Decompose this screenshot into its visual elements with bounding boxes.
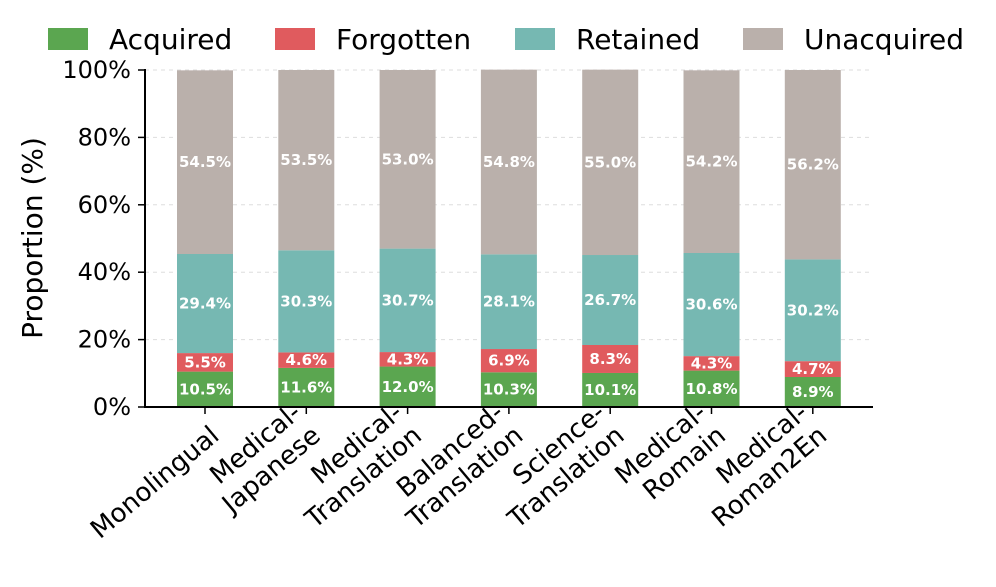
bar-forgotten — [177, 353, 233, 372]
bar-retained — [683, 252, 740, 357]
legend-swatch-unacquired — [743, 28, 783, 50]
bar-acquired — [683, 370, 740, 407]
bar-acquired — [582, 372, 639, 407]
bar-unacquired — [683, 70, 740, 253]
bar-unacquired — [582, 69, 639, 256]
legend-label-forgotten: Forgotten — [336, 23, 471, 56]
data-label: 29.4% — [179, 295, 231, 313]
legend: Acquired Forgotten Retained Unacquired — [48, 23, 964, 56]
bar-forgotten — [278, 352, 335, 368]
y-tick-label: 60% — [78, 191, 131, 219]
data-label: 53.5% — [280, 151, 332, 169]
bar-retained — [582, 255, 639, 345]
bar-forgotten — [582, 344, 639, 373]
data-label: 4.6% — [285, 351, 327, 369]
y-tick-label: 80% — [78, 123, 131, 151]
data-label: 30.7% — [382, 291, 434, 309]
data-label: 55.0% — [584, 153, 636, 171]
bar-forgotten — [683, 356, 740, 371]
legend-label-retained: Retained — [576, 23, 700, 56]
bar-unacquired — [278, 70, 335, 251]
bars — [177, 69, 841, 407]
bar-unacquired — [177, 70, 233, 255]
data-label: 26.7% — [584, 291, 636, 309]
bar-acquired — [278, 367, 335, 407]
y-tick-label: 100% — [62, 56, 131, 84]
y-axis-title: Proportion (%) — [16, 137, 49, 339]
x-tick-labels: MonolingualMedical-JapaneseMedical-Trans… — [85, 398, 833, 545]
legend-label-unacquired: Unacquired — [804, 23, 964, 56]
x-tick-label: Medical-Japanese — [196, 398, 327, 521]
data-label: 8.3% — [589, 350, 631, 368]
legend-swatch-acquired — [48, 28, 88, 50]
y-tick-label: 20% — [78, 326, 131, 354]
data-label: 10.1% — [584, 381, 636, 399]
data-label: 30.6% — [685, 296, 737, 314]
bar-unacquired — [379, 70, 436, 249]
legend-swatch-forgotten — [275, 28, 315, 50]
bar-unacquired — [480, 69, 537, 255]
x-tick-label: Monolingual — [85, 421, 225, 545]
data-label: 4.3% — [387, 350, 429, 368]
bar-forgotten — [379, 352, 436, 367]
data-label: 10.8% — [685, 380, 737, 398]
data-label: 56.2% — [787, 156, 839, 174]
data-label: 8.9% — [792, 383, 834, 401]
data-label: 4.7% — [792, 360, 834, 378]
legend-label-acquired: Acquired — [109, 23, 232, 56]
data-label: 11.6% — [280, 378, 332, 396]
bar-unacquired — [784, 70, 841, 260]
data-labels: 10.5% 5.5% 29.4% 54.5% 11.6% 4.6% 30.3% 53.5% 12… — [179, 150, 839, 401]
bar-acquired — [480, 372, 537, 407]
bar-retained — [177, 254, 233, 354]
bar-retained — [784, 259, 841, 362]
data-label: 30.3% — [280, 292, 332, 310]
data-label: 6.9% — [488, 352, 530, 370]
bar-retained — [278, 250, 335, 353]
data-label: 30.2% — [787, 301, 839, 319]
data-label: 10.5% — [179, 380, 231, 398]
bar-acquired — [177, 371, 233, 407]
y-tick-labels: 0% 20% 40% 60% 80% 100% — [62, 56, 145, 421]
bar-forgotten — [784, 361, 841, 378]
data-label: 10.3% — [483, 381, 535, 399]
legend-swatch-retained — [515, 28, 555, 50]
data-label: 54.2% — [685, 153, 737, 171]
data-label: 4.3% — [691, 354, 733, 372]
bar-retained — [379, 248, 436, 353]
data-label: 54.5% — [179, 153, 231, 171]
x-tick-label: Medical-Romain — [610, 398, 732, 514]
data-label: 12.0% — [382, 378, 434, 396]
bar-forgotten — [480, 349, 537, 373]
bar-acquired — [379, 366, 436, 407]
bar-acquired — [784, 377, 841, 407]
bar-retained — [480, 254, 537, 350]
data-label: 54.8% — [483, 153, 535, 171]
data-label: 5.5% — [184, 353, 226, 371]
data-label: 53.0% — [382, 150, 434, 168]
y-tick-label: 0% — [93, 393, 131, 421]
data-label: 28.1% — [483, 293, 535, 311]
y-tick-label: 40% — [78, 258, 131, 286]
